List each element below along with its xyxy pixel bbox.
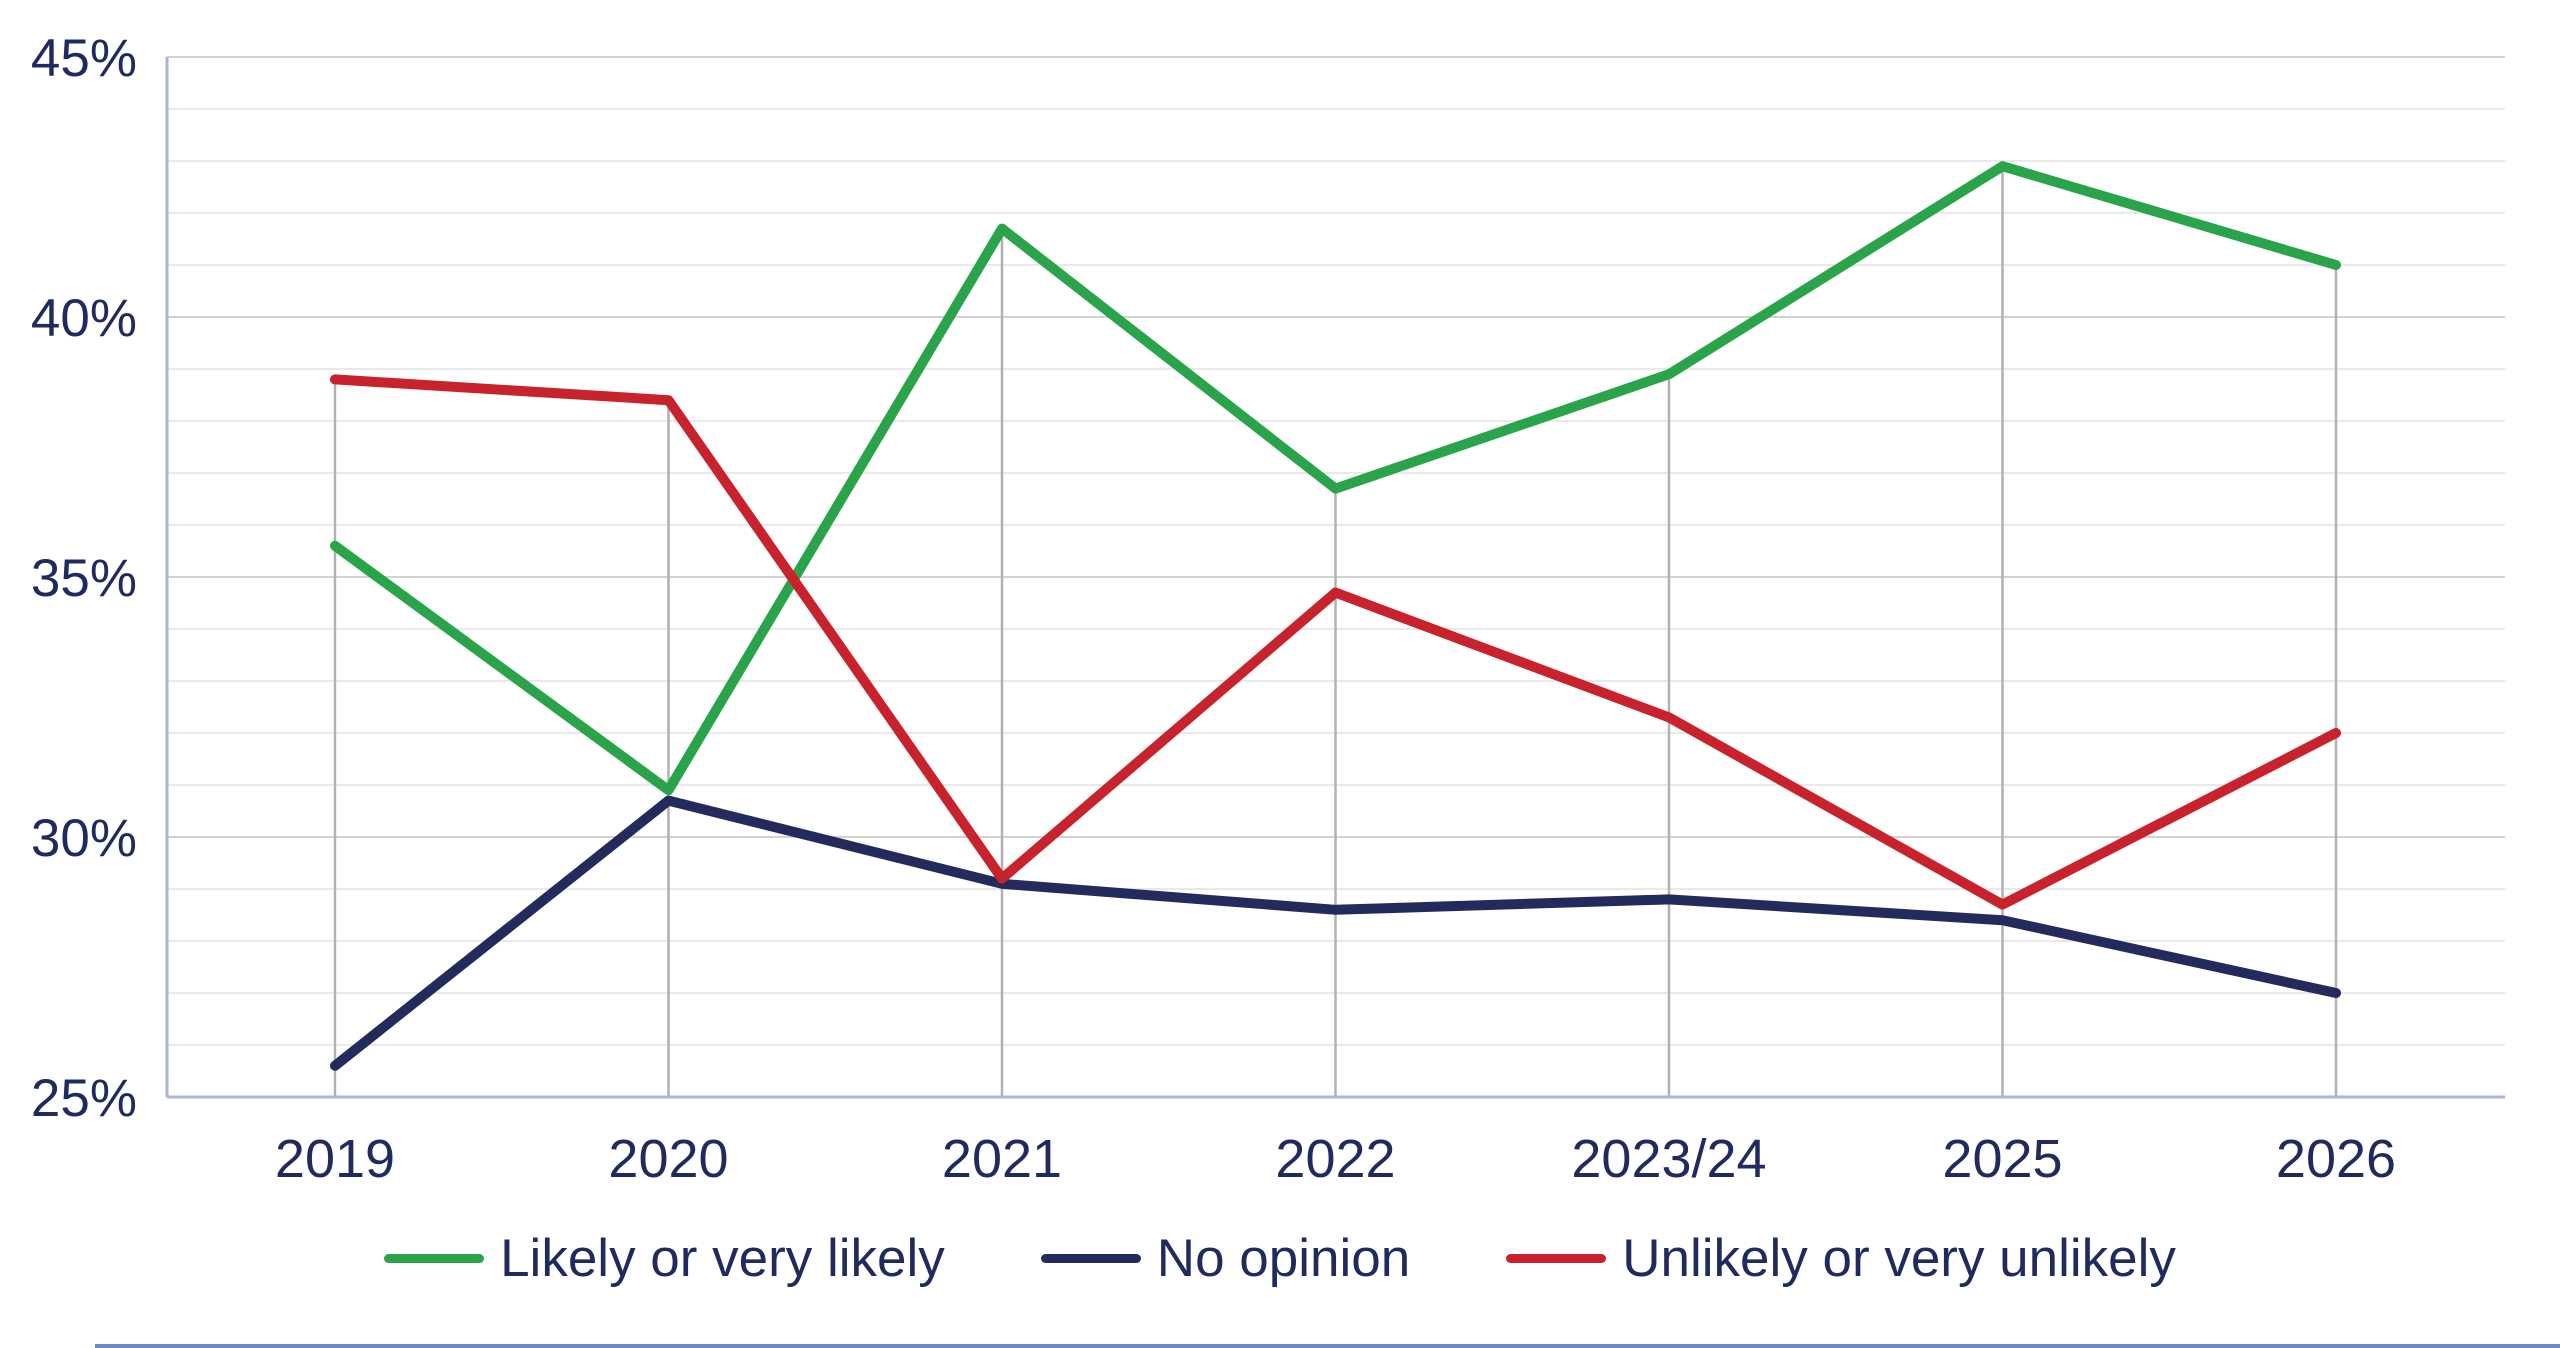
series-line-likely-or-very-likely [330,161,2341,796]
series-line-unlikely-or-very-unlikely [330,374,2341,910]
x-tick-label: 2021 [942,1129,1062,1189]
chart-legend: Likely or very likely No opinion Unlikely … [0,1232,2560,1285]
legend-swatch-unlikely-or-very-unlikely [1506,1254,1607,1263]
series-line-no-opinion [330,795,2341,1071]
legend-item-no-opinion: No opinion [1040,1229,1411,1288]
legend-label-no-opinion: No opinion [1156,1229,1411,1288]
y-tick-label: 35% [31,549,137,608]
x-tick-label: 2020 [608,1129,728,1189]
legend-label-unlikely-or-very-unlikely: Unlikely or very unlikely [1622,1229,2176,1288]
x-tick-label: 2025 [1942,1129,2062,1189]
legend-swatch-likely-or-very-likely [384,1254,485,1263]
legend-item-likely-or-very-likely: Likely or very likely [384,1232,945,1285]
x-tick-label: 2019 [275,1129,395,1189]
y-tick-label: 45% [31,29,137,88]
bottom-partial-rule [95,1344,2560,1348]
x-tick-label: 2023/24 [1571,1129,1766,1189]
x-tick-label: 2026 [2276,1129,2396,1189]
y-tick-label: 30% [31,809,137,868]
y-tick-label: 25% [31,1069,137,1128]
legend-label-likely-or-very-likely: Likely or very likely [500,1229,945,1288]
y-tick-label: 40% [31,289,137,348]
legend-swatch-no-opinion [1040,1254,1141,1263]
legend-item-unlikely-or-very-unlikely: Unlikely or very unlikely [1506,1232,2176,1285]
x-tick-label: 2022 [1275,1129,1395,1189]
